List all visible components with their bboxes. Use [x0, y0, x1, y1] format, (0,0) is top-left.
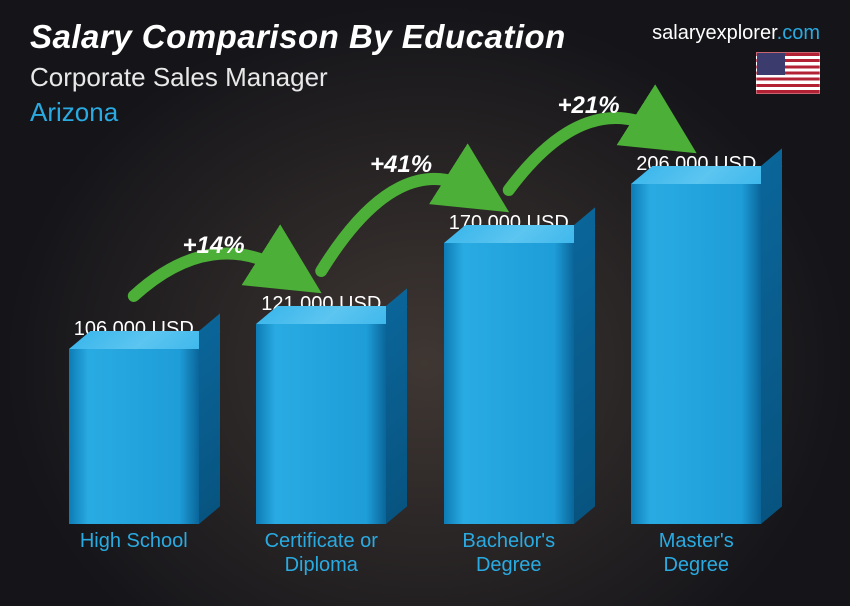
bar — [256, 324, 386, 524]
x-axis-label: Bachelor'sDegree — [424, 529, 594, 584]
bars-area: 106,000 USD121,000 USD170,000 USD206,000… — [40, 140, 790, 524]
bar — [69, 349, 199, 524]
chart-location: Arizona — [30, 97, 820, 128]
bar-group: 170,000 USD — [424, 212, 594, 524]
brand-name: salaryexplorer — [652, 22, 777, 44]
bar — [444, 243, 574, 524]
bar-group: 206,000 USD — [611, 153, 781, 524]
x-axis-label: Certificate orDiploma — [236, 529, 406, 584]
bar-chart: 106,000 USD121,000 USD170,000 USD206,000… — [40, 140, 790, 584]
brand-logo: salaryexplorer.com — [652, 22, 820, 45]
x-axis-label: Master'sDegree — [611, 529, 781, 584]
x-labels: High School Certificate orDiploma Bachelor… — [40, 529, 790, 584]
brand-tld: .com — [777, 22, 820, 44]
chart-container: Salary Comparison By Education Corporate… — [0, 0, 850, 606]
bar-group: 106,000 USD — [49, 318, 219, 524]
bar — [631, 184, 761, 524]
chart-subtitle: Corporate Sales Manager — [30, 62, 820, 93]
x-axis-label: High School — [49, 529, 219, 584]
flag-icon — [756, 52, 820, 94]
bar-group: 121,000 USD — [236, 293, 406, 524]
